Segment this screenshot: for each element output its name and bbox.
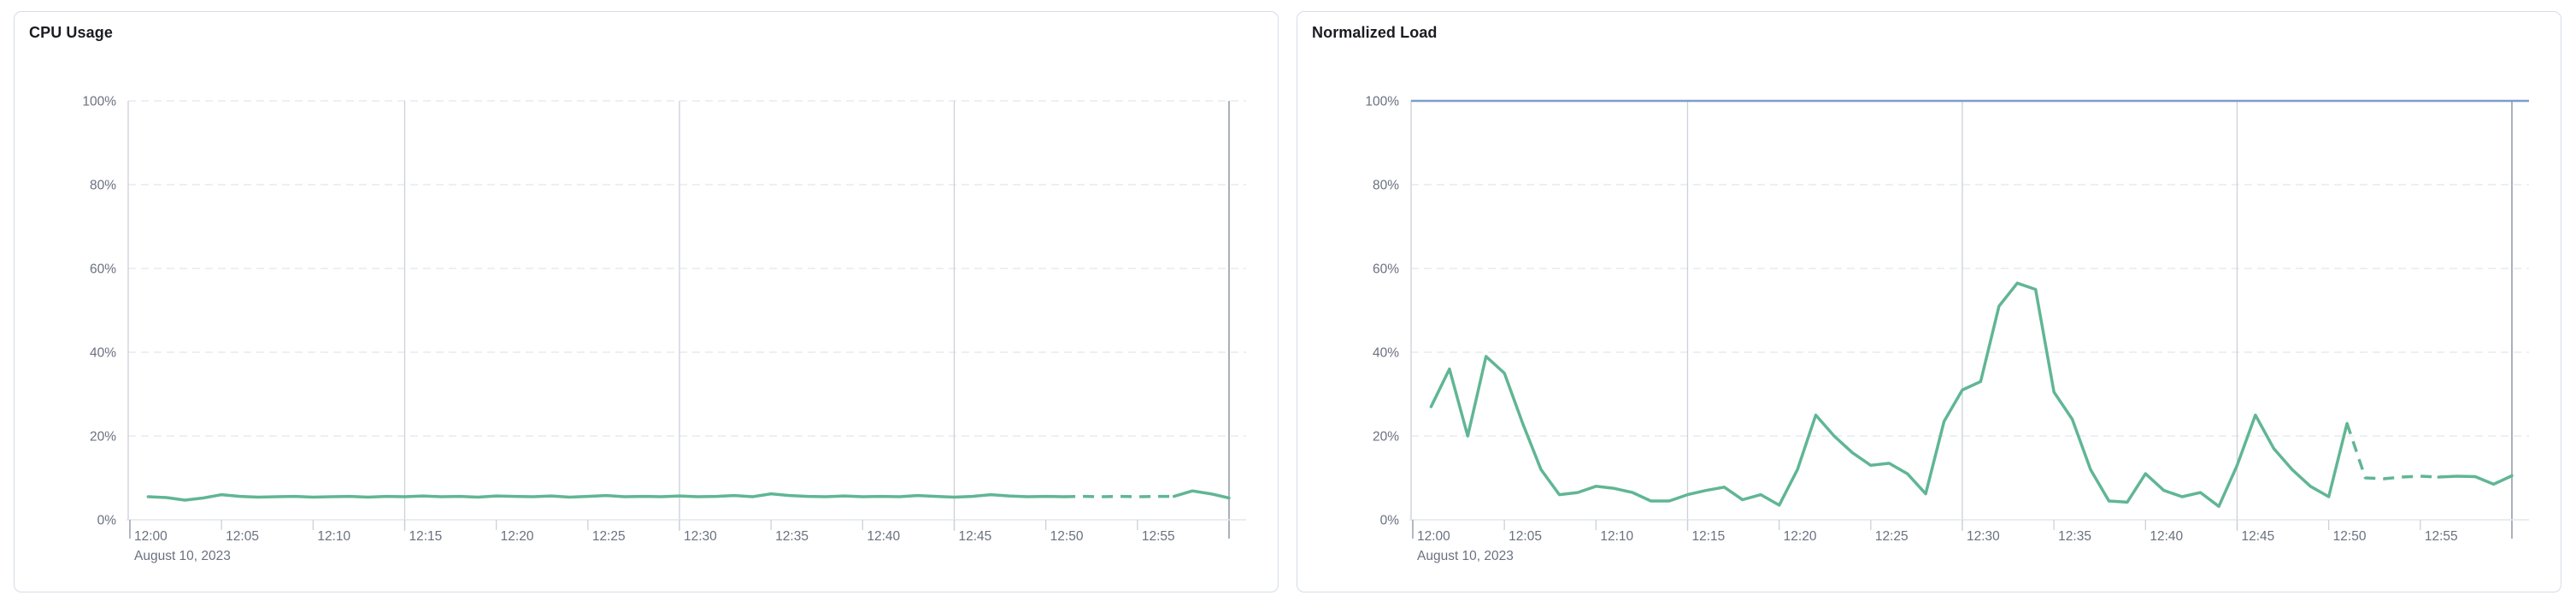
x-tick-label: 12:35: [775, 529, 809, 544]
x-tick-label: 12:35: [2058, 529, 2091, 544]
series-line-solid: [1172, 489, 1231, 500]
chart-title: Normalized Load: [1312, 24, 1438, 41]
x-tick-label: 12:00: [1417, 529, 1450, 544]
x-tick-label: 12:30: [684, 529, 717, 544]
y-tick-label: 80%: [1373, 179, 1399, 193]
x-tick-label: 12:45: [2242, 529, 2275, 544]
x-tick-label: 12:15: [409, 529, 443, 544]
normalized-load-panel: Normalized Load 12:00 12:05 12:10 12:15 12:2…: [1297, 11, 2561, 592]
x-tick-label: 12:30: [1967, 529, 2000, 544]
date-label: August 10, 2023: [1417, 549, 1514, 563]
x-tick-label: 12:55: [2425, 529, 2458, 544]
series-line-dashed: [2345, 422, 2439, 480]
x-tick-label: 12:15: [1692, 529, 1726, 544]
x-tick-label: 12:45: [959, 529, 992, 544]
x-tick-label: 12:25: [592, 529, 626, 544]
series-line-solid: [146, 492, 1066, 502]
y-tick-label: 60%: [90, 262, 116, 277]
series-line-solid: [1429, 281, 2349, 509]
y-tick-label: 20%: [1373, 430, 1399, 445]
y-tick-label: 0%: [97, 514, 117, 528]
date-label: August 10, 2023: [134, 549, 231, 563]
x-tick-label: 12:40: [867, 529, 900, 544]
y-tick-label: 40%: [90, 346, 116, 361]
x-tick-label: 12:20: [1784, 529, 1817, 544]
y-tick-label: 80%: [90, 179, 116, 193]
x-tick-label: 12:25: [1875, 529, 1908, 544]
y-tick-label: 60%: [1373, 262, 1399, 277]
series-line-solid: [2437, 474, 2514, 486]
x-tick-label: 12:00: [134, 529, 168, 544]
x-tick-label: 12:10: [1600, 529, 1633, 544]
y-tick-label: 40%: [1373, 346, 1399, 361]
x-tick-label: 12:20: [501, 529, 534, 544]
x-tick-label: 12:55: [1142, 529, 1175, 544]
x-tick-label: 12:50: [2333, 529, 2367, 544]
chart-title: CPU Usage: [29, 24, 113, 41]
x-tick-label: 12:05: [226, 529, 259, 544]
cpu-usage-panel: CPU Usage 12:00 12:05 12:10 12:15 12:20 12:25…: [14, 11, 1279, 592]
x-tick-label: 12:40: [2150, 529, 2183, 544]
y-tick-label: 0%: [1380, 514, 1400, 528]
normalized-load-chart[interactable]: 12:00 12:05 12:10 12:15 12:20 12:25 12:30 12:35…: [1297, 12, 2560, 591]
x-tick-label: 12:10: [317, 529, 350, 544]
x-tick-label: 12:05: [1509, 529, 1542, 544]
y-tick-label: 100%: [82, 95, 116, 109]
x-tick-label: 12:50: [1050, 529, 1084, 544]
y-tick-label: 20%: [90, 430, 116, 445]
cpu-usage-chart[interactable]: 12:00 12:05 12:10 12:15 12:20 12:25 12:30 12:35…: [15, 12, 1277, 591]
y-tick-label: 100%: [1365, 95, 1399, 109]
